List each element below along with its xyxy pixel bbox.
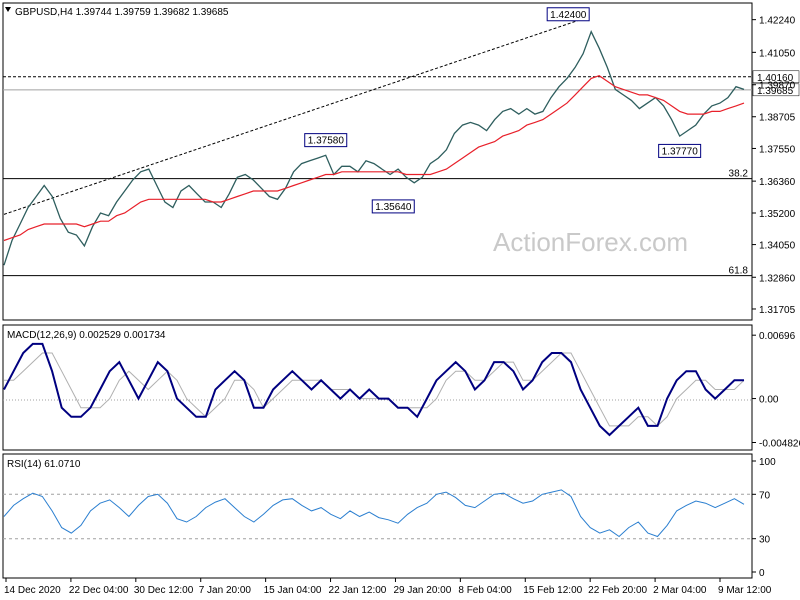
- price-y-label-7: 1.34050: [759, 241, 796, 252]
- macd-series: [3, 342, 745, 437]
- rsi-series: [3, 489, 745, 538]
- macd-panel-title: MACD(12,26,9) 0.002529 0.001734: [7, 330, 166, 341]
- moving-average-line: [3, 75, 745, 242]
- price-y-label-0: 1.42240: [759, 16, 796, 27]
- x-label-8: 15 Feb 12:00: [523, 585, 582, 596]
- macd-signal-line: [4, 352, 745, 427]
- price-annotations: 1.42400 1.37580 1.35640 1.37770: [304, 7, 702, 214]
- annotation-label-0: 1.42400: [550, 10, 587, 21]
- annotation-box-3: [658, 143, 702, 158]
- rsi-y-axis: 100 70 30 0: [752, 457, 776, 579]
- fib-level-label-2: 38.2: [729, 169, 749, 180]
- macd-y-label-1: 0.00: [759, 395, 779, 406]
- annotation-label-3: 1.37770: [662, 146, 699, 157]
- watermark: ActionForex.com: [493, 227, 688, 257]
- x-label-2: 30 Dec 12:00: [134, 585, 194, 596]
- macd-panel: MACD(12,26,9) 0.002529 0.001734 0.006960…: [2, 324, 800, 451]
- price-y-label-6: 1.35200: [759, 209, 796, 220]
- time-axis: 14 Dec 2020 22 Dec 04:00 30 Dec 12:00 7 Jan…: [4, 578, 772, 596]
- macd-y-label-2: -0.004826: [759, 439, 800, 450]
- price-panel-frame: [2, 2, 753, 321]
- level-price-label-0: 1.40160: [757, 73, 794, 84]
- annotation-label-2: 1.35640: [375, 202, 412, 213]
- annotation-box-0: [546, 7, 590, 22]
- annotation-box-2: [371, 199, 415, 214]
- price-panel-title: GBPUSD,H4 1.39744 1.39759 1.39682 1.3968…: [15, 7, 229, 18]
- rsi-y-label-3: 0: [759, 568, 765, 579]
- price-y-label-9: 1.31705: [759, 305, 796, 316]
- x-label-9: 22 Feb 20:00: [588, 585, 647, 596]
- x-label-11: 9 Mar 12:00: [718, 585, 772, 596]
- price-series: [3, 30, 745, 266]
- macd-y-axis: 0.00696 0.00 -0.004826: [752, 331, 800, 450]
- x-label-1: 22 Dec 04:00: [69, 585, 129, 596]
- price-y-label-1: 1.41050: [759, 48, 796, 59]
- price-trendline: [3, 15, 592, 215]
- level-price-label-1: 1.39685: [757, 86, 794, 97]
- price-y-label-8: 1.32860: [759, 273, 796, 284]
- rsi-levels: [3, 493, 752, 540]
- macd-line: [3, 342, 744, 437]
- rsi-panel-title: RSI(14) 61.0710: [7, 459, 81, 470]
- x-label-5: 22 Jan 12:00: [329, 585, 387, 596]
- macd-y-label-0: 0.00696: [759, 331, 796, 342]
- price-y-axis: 1.42240 1.41050 1.39870 1.38705 1.37550 1.363…: [752, 16, 796, 316]
- price-line: [3, 30, 745, 266]
- x-label-0: 14 Dec 2020: [4, 585, 61, 596]
- price-y-label-4: 1.37550: [759, 144, 796, 155]
- rsi-y-label-0: 100: [759, 457, 776, 468]
- rsi-panel-frame: [2, 453, 753, 579]
- x-label-10: 2 Mar 04:00: [653, 585, 707, 596]
- annotation-box-1: [304, 133, 348, 148]
- annotation-label-1: 1.37580: [308, 136, 345, 147]
- x-label-4: 15 Jan 04:00: [264, 585, 322, 596]
- x-label-7: 8 Feb 04:00: [458, 585, 512, 596]
- price-panel: ActionForex.com GBPUSD,H4 1.39744 1.3975…: [2, 2, 800, 321]
- rsi-y-label-1: 70: [759, 490, 771, 501]
- price-y-label-3: 1.38705: [759, 113, 796, 124]
- macd-panel-frame: [2, 324, 753, 451]
- rsi-panel: RSI(14) 61.0710 100 70 30 0: [2, 453, 776, 579]
- chart-menu-arrow-icon[interactable]: [5, 7, 11, 12]
- x-label-3: 7 Jan 20:00: [199, 585, 252, 596]
- price-y-label-5: 1.36360: [759, 177, 796, 188]
- level-price-tag-0: [752, 70, 800, 84]
- trendline: [3, 15, 592, 215]
- fib-level-label-3: 61.8: [729, 266, 749, 277]
- rsi-y-label-2: 30: [759, 535, 771, 546]
- x-label-6: 29 Jan 20:00: [393, 585, 451, 596]
- price-y-label-2: 1.39870: [759, 81, 796, 92]
- level-price-tag-1: [752, 83, 800, 97]
- rsi-line: [3, 489, 745, 538]
- price-horizontal-levels: 1.40160 1.39685 38.2 61.8: [3, 70, 800, 277]
